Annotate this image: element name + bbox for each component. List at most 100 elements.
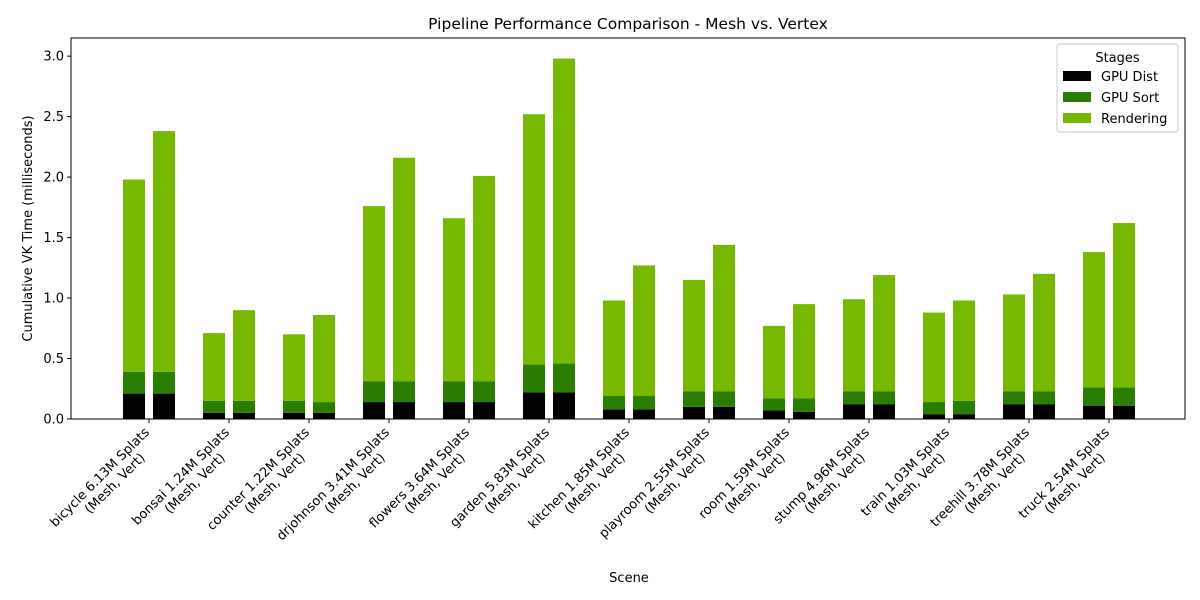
y-axis: 0.0 0.5 1.0 1.5 2.0 2.5 3.0 [43,50,71,428]
bar-mesh-gpu-sort [443,381,465,403]
bar-mesh-gpu-sort [363,381,385,403]
bar-mesh-rendering [443,218,465,382]
y-tick-label: 3.0 [43,50,64,65]
bar-mesh-rendering [523,114,545,365]
y-tick-label: 0.0 [43,413,64,428]
bar-vertex-rendering [553,58,575,364]
bar-mesh-gpu-sort [1003,391,1025,405]
plot-area-frame [70,37,1186,420]
bar-mesh-gpu-dist [683,406,705,419]
bar-vertex-gpu-sort [473,381,495,403]
y-tick-label: 1.0 [43,292,64,307]
bar-mesh-rendering [683,279,705,392]
bar-vertex-rendering [873,275,895,392]
bar-vertex-gpu-sort [233,400,255,413]
bar-mesh-gpu-sort [123,371,145,394]
bar-mesh-gpu-sort [203,400,225,413]
bar-vertex-gpu-dist [873,404,895,419]
bar-vertex-gpu-dist [313,412,335,419]
y-tick-label: 2.5 [43,110,64,125]
bar-vertex-gpu-sort [313,402,335,413]
bar-vertex-rendering [793,304,815,399]
bar-mesh-gpu-dist [1003,404,1025,419]
bar-mesh-gpu-sort [843,391,865,405]
bar-vertex-rendering [233,310,255,401]
bar-mesh-rendering [363,206,385,382]
bar-vertex-gpu-sort [713,391,735,407]
bar-mesh-rendering [203,333,225,401]
legend-title: Stages [1095,51,1140,66]
bar-vertex-gpu-sort [793,398,815,412]
y-axis-label: Cumulative VK Time (milliseconds) [21,115,36,341]
bar-vertex-rendering [713,244,735,392]
bar-mesh-gpu-sort [603,396,625,410]
bar-mesh-gpu-dist [603,409,625,419]
bar-vertex-rendering [633,265,655,397]
legend-swatch [1063,92,1091,102]
bar-mesh-rendering [843,299,865,392]
bar-vertex-gpu-sort [553,363,575,393]
bar-mesh-gpu-dist [523,392,545,419]
legend-entry-label: Rendering [1101,112,1167,127]
bar-vertex-gpu-dist [633,409,655,419]
bar-mesh-rendering [283,334,305,401]
bar-vertex-gpu-dist [473,402,495,419]
bar-mesh-rendering [603,300,625,397]
bar-vertex-gpu-sort [393,381,415,403]
bar-vertex-gpu-dist [953,414,975,419]
y-tick-label: 2.0 [43,171,64,186]
bar-vertex-gpu-sort [873,391,895,405]
y-tick-label: 1.5 [43,231,64,246]
bars-layer [123,58,1135,419]
bar-vertex-gpu-sort [633,396,655,410]
bar-mesh-rendering [1003,294,1025,392]
bar-vertex-gpu-sort [153,371,175,394]
bar-vertex-gpu-sort [1033,391,1055,405]
bar-vertex-gpu-dist [153,393,175,419]
bar-mesh-gpu-sort [683,391,705,407]
bar-mesh-gpu-dist [923,414,945,419]
bar-vertex-rendering [153,131,175,372]
bar-mesh-gpu-dist [763,410,785,419]
bar-mesh-rendering [923,312,945,403]
legend-swatch [1063,113,1091,123]
bar-vertex-gpu-dist [553,392,575,419]
bar-vertex-rendering [1033,273,1055,392]
bar-vertex-gpu-dist [1113,405,1135,419]
bar-vertex-gpu-dist [1033,404,1055,419]
bar-mesh-gpu-sort [1083,387,1105,406]
bar-mesh-gpu-dist [203,412,225,419]
legend-entry-label: GPU Dist [1101,70,1158,85]
bar-mesh-gpu-dist [283,412,305,419]
bar-mesh-gpu-dist [443,402,465,419]
bar-mesh-gpu-dist [123,393,145,419]
bar-mesh-gpu-sort [763,398,785,411]
bar-vertex-gpu-dist [393,402,415,419]
bar-vertex-gpu-sort [953,400,975,415]
bar-mesh-gpu-sort [283,400,305,413]
legend-swatch [1063,71,1091,81]
chart-title: Pipeline Performance Comparison - Mesh v… [428,15,828,33]
bar-mesh-rendering [763,325,785,399]
bar-vertex-rendering [953,300,975,401]
legend-entry-label: GPU Sort [1101,91,1159,106]
bar-vertex-gpu-sort [1113,387,1135,406]
bar-mesh-rendering [1083,252,1105,388]
bar-mesh-rendering [123,179,145,372]
bar-mesh-gpu-dist [1083,405,1105,419]
bar-vertex-gpu-dist [713,406,735,419]
legend-box [1056,43,1179,133]
bar-mesh-gpu-dist [843,404,865,419]
bar-vertex-rendering [313,314,335,403]
legend: Stages GPU Dist GPU Sort Rendering [1056,43,1179,133]
bar-vertex-rendering [1113,223,1135,388]
bar-mesh-gpu-sort [523,364,545,393]
bar-vertex-rendering [473,175,495,382]
x-axis-label: Scene [609,571,649,586]
bar-vertex-rendering [393,157,415,382]
bar-vertex-gpu-dist [233,412,255,419]
bar-mesh-gpu-sort [923,402,945,415]
bar-vertex-gpu-dist [793,411,815,419]
